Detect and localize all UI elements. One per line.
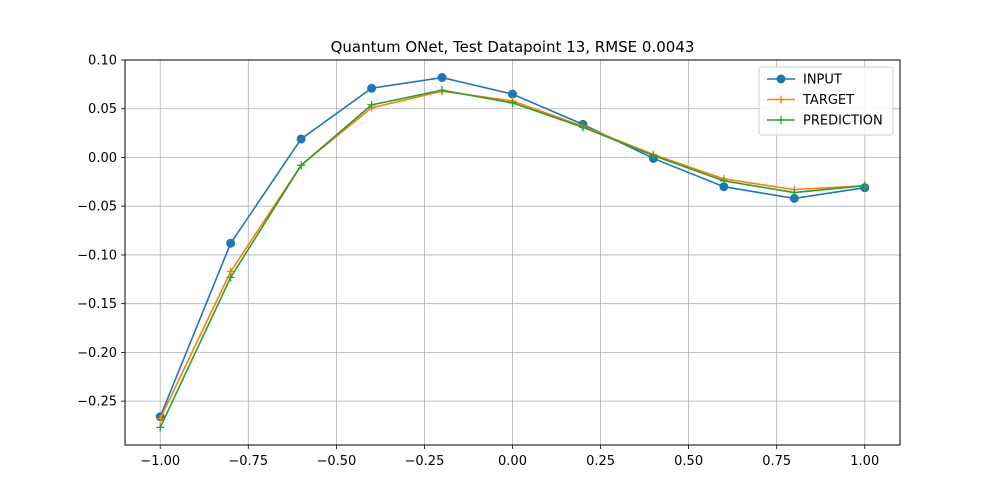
x-tick-label: 0.50 (674, 454, 703, 469)
y-tick-label: 0.05 (88, 102, 117, 117)
x-tick-label: −0.25 (405, 454, 445, 469)
data-point-input (226, 238, 236, 248)
x-tick-label: −0.50 (316, 454, 356, 469)
x-tick-label: 1.00 (850, 454, 879, 469)
series-layer (155, 73, 870, 432)
x-tick-label: −1.00 (140, 454, 180, 469)
data-point-prediction (226, 273, 235, 282)
data-point-prediction (860, 181, 869, 190)
data-point-prediction (790, 188, 799, 197)
legend-entry-prediction: PREDICTION (767, 114, 883, 129)
y-tick-label: 0.00 (88, 151, 117, 166)
legend-marker (777, 95, 785, 104)
legend-entry-input: INPUT (767, 73, 842, 88)
x-tick-label: −0.75 (228, 454, 268, 469)
data-point-prediction (367, 100, 376, 109)
series-prediction (156, 86, 869, 432)
legend: INPUT TARGET PREDICTION (758, 66, 894, 136)
data-point-prediction (719, 176, 728, 185)
data-point-prediction (578, 123, 587, 132)
legend-box (758, 66, 894, 136)
data-point-input (508, 89, 517, 99)
data-point-prediction (508, 98, 517, 107)
data-point-target (156, 414, 165, 423)
y-tick-label: −0.25 (77, 395, 117, 410)
data-point-prediction (156, 423, 165, 432)
x-tick-label: 0.00 (498, 454, 527, 469)
data-point-prediction (649, 151, 658, 160)
y-tick-label: −0.20 (77, 346, 117, 361)
legend-marker (777, 116, 785, 124)
data-point-input (296, 134, 306, 144)
legend-marker (776, 74, 786, 84)
data-point-prediction (438, 86, 447, 95)
legend-label: INPUT (803, 73, 842, 88)
data-point-input (367, 83, 377, 93)
y-tick-label: −0.15 (77, 297, 117, 312)
chart-title: Quantum ONet, Test Datapoint 13, RMSE 0.… (331, 38, 695, 56)
y-tick-label: 0.10 (88, 54, 117, 69)
x-tick-label: 0.25 (586, 454, 615, 469)
y-tick-label: −0.05 (77, 200, 117, 215)
axis-ticks: −1.00 −0.75 −0.50 −0.25 0.00 0.25 0.50 0.75 1.00… (77, 54, 879, 470)
x-tick-label: 0.75 (762, 454, 791, 469)
legend-label: PREDICTION (803, 114, 883, 129)
data-point-prediction (297, 161, 306, 170)
legend-entry-target: TARGET (767, 93, 854, 108)
data-point-input (437, 73, 447, 83)
y-tick-label: −0.10 (77, 248, 117, 263)
legend-label: TARGET (802, 93, 854, 108)
